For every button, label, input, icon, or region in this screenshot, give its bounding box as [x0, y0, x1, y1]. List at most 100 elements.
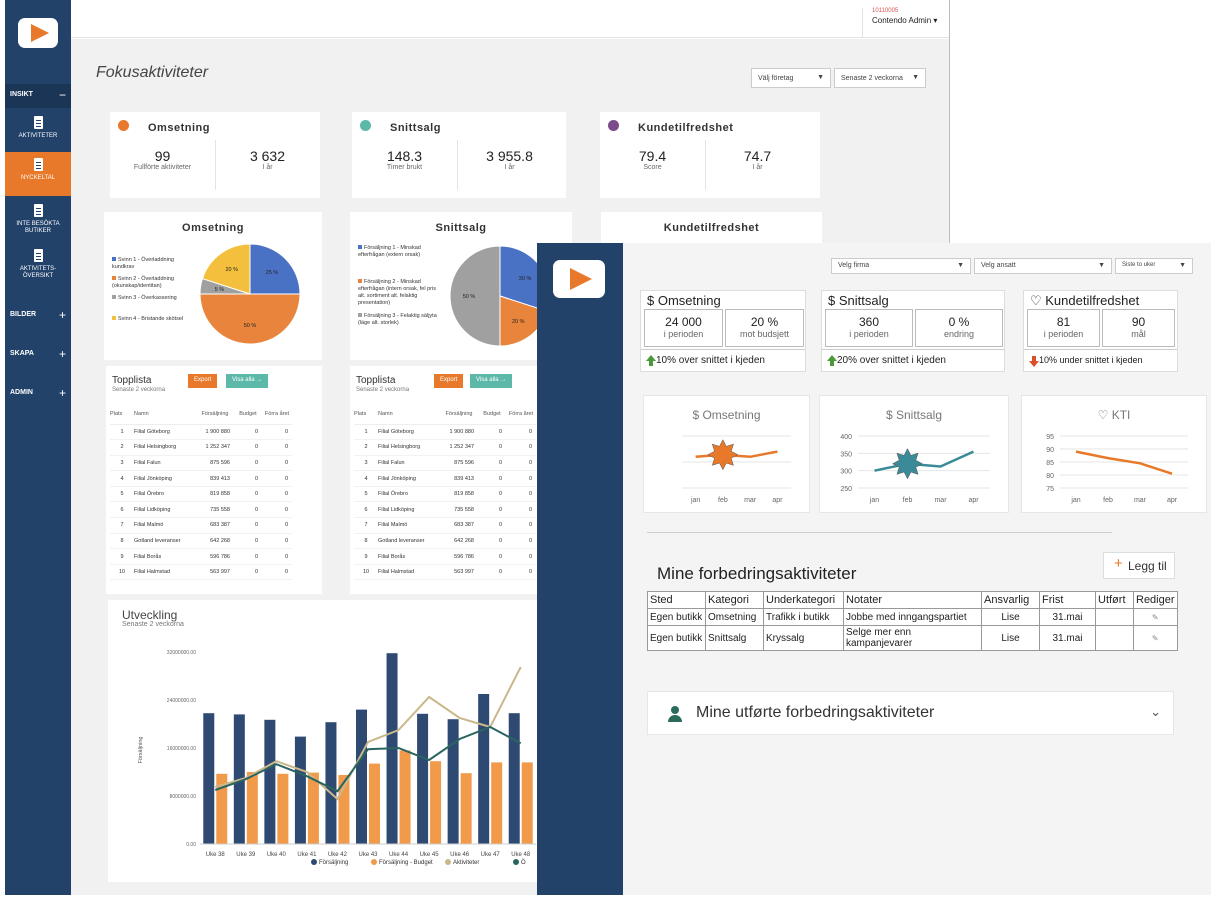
table-cell: 9	[110, 548, 134, 565]
bar-budget[interactable]	[369, 763, 380, 844]
show-all-button[interactable]: Visa alla →	[470, 374, 513, 388]
table-row[interactable]: 1 Filial Göteborg 1 900 880 0 0	[354, 424, 536, 441]
show-all-button[interactable]: Visa alla →	[226, 374, 269, 388]
table-row[interactable]: Egen butikk Omsetning Trafikk i butikk Jobb…	[647, 608, 1178, 626]
table-row[interactable]: 4 Filial Jönköping 839 413 0 0	[354, 470, 536, 487]
pie-title: Kundetilfredshet	[663, 222, 760, 234]
bar-budget[interactable]	[399, 750, 411, 844]
user-menu[interactable]: 10110005 Contendo Admin ▾	[862, 8, 937, 38]
person-icon	[668, 706, 682, 722]
firma-dropdown[interactable]: Velg firma	[831, 258, 971, 274]
chevron-down-icon[interactable]: ⌄	[1150, 704, 1161, 719]
table-row[interactable]: 9 Filial Borås 596 786 0 0	[110, 548, 292, 565]
topplista-title: Topplista	[356, 375, 396, 386]
bar-budget[interactable]	[491, 762, 503, 844]
sidebar-item-nyckeltal[interactable]: NYCKELTAL	[5, 152, 71, 196]
app-logo-icon[interactable]	[553, 260, 605, 298]
kpi-value: 20 %	[750, 315, 779, 329]
x-tick-label: Uke 38	[206, 852, 226, 858]
bar-sales[interactable]	[264, 719, 276, 844]
period-dropdown[interactable]: Senaste 2 veckorna	[834, 68, 926, 88]
bar-sales[interactable]	[325, 722, 337, 844]
bar-sales[interactable]	[508, 713, 520, 844]
edit-icon[interactable]: ✎	[1133, 625, 1178, 651]
table-row[interactable]: 6 Filial Lidköping 735 558 0 0	[354, 501, 536, 519]
sidebar-section-bilder[interactable]: BILDER +	[10, 308, 66, 322]
table-row[interactable]: 10 Filial Halmstad 563 997 0 0	[110, 564, 292, 581]
table-cell	[1095, 625, 1134, 651]
table-row[interactable]: 10 Filial Halmstad 563 997 0 0	[354, 564, 536, 581]
starburst-marker[interactable]	[707, 439, 739, 471]
table-row[interactable]: Egen butikk Snittsalg Kryssalg Selge mer en…	[647, 625, 1178, 651]
bar-budget[interactable]	[216, 773, 228, 844]
edit-icon[interactable]: ✎	[1133, 608, 1178, 626]
kpi-value: 81	[1056, 315, 1071, 329]
ansatt-dropdown[interactable]: Velg ansatt	[974, 258, 1112, 274]
pie-slice[interactable]	[201, 243, 251, 295]
periode-dropdown[interactable]: Siste to uker	[1115, 258, 1193, 274]
sidebar-section-skapa[interactable]: SKAPA +	[10, 347, 66, 361]
pie-slice[interactable]	[199, 293, 301, 345]
table-row[interactable]: 9 Filial Borås 596 786 0 0	[354, 548, 536, 565]
table-row[interactable]: 2 Filial Helsingborg 1 252 347 0 0	[354, 439, 536, 456]
table-cell: 819 858	[440, 486, 478, 503]
mini-chart-title: $ Omsetning	[692, 408, 761, 422]
kpi-value: 360	[858, 315, 880, 329]
table-cell: 839 413	[196, 470, 234, 487]
topplista-title: Topplista	[112, 375, 152, 386]
bar-sales[interactable]	[478, 694, 490, 844]
table-cell: 0	[506, 564, 536, 581]
bar-budget[interactable]	[521, 762, 533, 844]
app-logo-icon[interactable]	[18, 18, 58, 48]
table-row[interactable]: 7 Filial Malmö 683 387 0 0	[354, 517, 536, 534]
table-row[interactable]: 2 Filial Helsingborg 1 252 347 0 0	[110, 439, 292, 456]
bar-budget[interactable]	[460, 773, 472, 844]
table-row[interactable]: 5 Filial Örebro 819 858 0 0	[354, 486, 536, 503]
pie-slice[interactable]	[449, 245, 501, 347]
table-row[interactable]: 1 Filial Göteborg 1 900 880 0 0	[110, 424, 292, 441]
table-row[interactable]: 5 Filial Örebro 819 858 0 0	[110, 486, 292, 503]
sidebar-item-aktivitetsoversikt[interactable]: AKTIVITETS-ÖVERSIKT	[5, 243, 71, 287]
sidebar-item-inte-besokta[interactable]: INTE BESÖKTA BUTIKER	[5, 198, 71, 238]
company-dropdown[interactable]: Välj företag	[751, 68, 831, 88]
bar-sales[interactable]	[203, 713, 215, 844]
bar-budget[interactable]	[430, 761, 442, 844]
bar-sales[interactable]	[356, 709, 367, 844]
mini-line-chart: jan feb mar apr	[682, 435, 791, 504]
table-row[interactable]: 7 Filial Malmö 683 387 0 0	[110, 517, 292, 534]
bar-budget[interactable]	[277, 773, 289, 844]
kpi-title: Snittsalg	[390, 122, 441, 134]
kpi-sub: endring	[943, 329, 975, 339]
kpi-value: 3 955.8	[486, 148, 533, 164]
sidebar-item-aktiviteter[interactable]: AKTIVITETER	[5, 110, 71, 154]
bar-sales[interactable]	[294, 736, 306, 844]
sidebar-section-insikt[interactable]: INSIKT −	[5, 84, 71, 108]
utforte-accordion[interactable]: Mine utførte forbedringsaktiviteter ⌄	[647, 691, 1174, 735]
utveckling-card: Utveckling Senaste 2 veckorna 32000000.0…	[108, 600, 538, 882]
y-tick-label: 0.00	[186, 842, 196, 848]
table-cell: Gotland leveranser	[134, 533, 196, 550]
table-row[interactable]: 4 Filial Jönköping 839 413 0 0	[110, 470, 292, 487]
pie-legend-item: Svinn 2 - Överladdning (okunskap/identit…	[112, 276, 174, 289]
bar-sales[interactable]	[447, 719, 459, 844]
table-row[interactable]: 8 Gotland leveranser 642 268 0 0	[110, 533, 292, 550]
sidebar-section-admin[interactable]: ADMIN +	[10, 386, 66, 400]
export-button[interactable]: Export	[188, 374, 218, 388]
x-tick-label: jan	[1070, 497, 1080, 504]
bar-budget[interactable]	[307, 772, 319, 844]
table-row[interactable]: 6 Filial Lidköping 735 558 0 0	[110, 501, 292, 519]
table-row[interactable]: 8 Gotland leveranser 642 268 0 0	[354, 533, 536, 550]
table-row[interactable]: 3 Filial Falun 875 596 0 0	[110, 455, 292, 472]
table-row[interactable]: 3 Filial Falun 875 596 0 0	[354, 455, 536, 472]
starburst-marker[interactable]	[891, 448, 924, 480]
x-tick-label: Uke 44	[389, 852, 409, 858]
bar-budget[interactable]	[338, 775, 350, 844]
table-cell: 875 596	[440, 455, 478, 472]
bar-budget[interactable]	[246, 772, 258, 844]
bar-sales[interactable]	[417, 713, 429, 844]
table-cell: 819 858	[196, 486, 234, 503]
add-activity-button[interactable]: + Legg til	[1103, 552, 1175, 579]
pie-slice[interactable]	[249, 243, 301, 295]
table-cell: 10	[354, 564, 378, 581]
export-button[interactable]: Export	[434, 374, 464, 388]
